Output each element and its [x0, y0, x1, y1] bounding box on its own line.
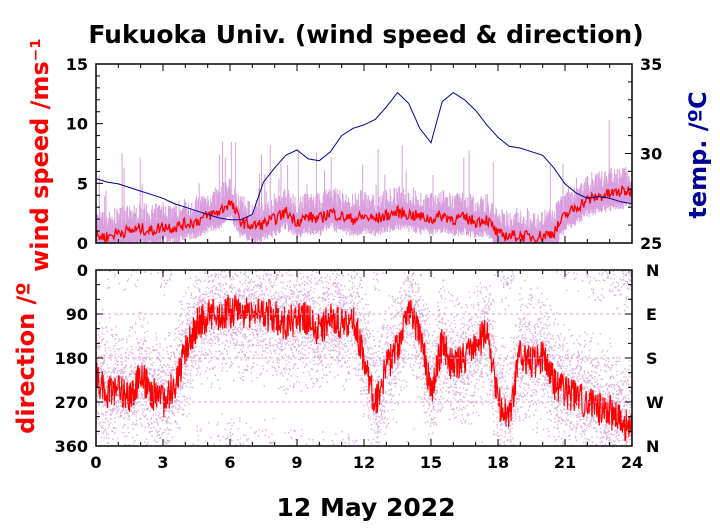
hour-tick-label: 18 [487, 453, 509, 472]
top-speed-band [96, 120, 632, 243]
speed-tick-label: 10 [66, 115, 88, 134]
hour-tick-label: 3 [157, 453, 168, 472]
temp-tick-label: 35 [640, 55, 662, 74]
hour-tick-label: 12 [353, 453, 375, 472]
compass-tick-label: E [646, 305, 657, 324]
temperature-axis-label: temp. /ºC [684, 91, 712, 218]
hour-tick-label: 15 [420, 453, 442, 472]
temperature-line [96, 91, 632, 221]
direction-tick-label: 90 [66, 305, 88, 324]
hour-tick-label: 9 [291, 453, 302, 472]
temp-tick-label: 25 [640, 234, 662, 253]
direction-tick-label: 360 [55, 437, 88, 456]
speed-gust-band [96, 120, 632, 243]
wind-speed-axis-label: wind speed /ms⁻¹ [26, 38, 54, 272]
top-panel-ticks: 0 5 10 15 25 30 35 [66, 55, 663, 253]
speed-tick-label: 5 [77, 174, 88, 193]
bottom-panel-ticks: 0 3 6 9 12 15 18 21 24 0 90 180 270 360 N E S W N [55, 261, 664, 472]
direction-tick-label: 270 [55, 393, 88, 412]
speed-tick-label: 15 [66, 55, 88, 74]
chart-title: Fukuoka Univ. (wind speed & direction) [88, 20, 643, 49]
hour-tick-label: 24 [621, 453, 643, 472]
direction-tick-label: 180 [55, 349, 88, 368]
wind-direction-trace [96, 294, 632, 446]
direction-tick-label: 0 [77, 261, 88, 280]
direction-series [96, 294, 632, 446]
speed-tick-label: 0 [77, 234, 88, 253]
compass-tick-label: N [646, 437, 659, 456]
hour-tick-label: 6 [224, 453, 235, 472]
compass-tick-label: N [646, 261, 659, 280]
date-axis-label: 12 May 2022 [276, 493, 455, 522]
hour-tick-label: 21 [554, 453, 576, 472]
compass-tick-label: W [646, 393, 664, 412]
hour-tick-label: 0 [90, 453, 101, 472]
temp-tick-label: 30 [640, 145, 662, 164]
compass-tick-label: S [646, 349, 658, 368]
direction-axis-label: direction /º [12, 282, 40, 434]
